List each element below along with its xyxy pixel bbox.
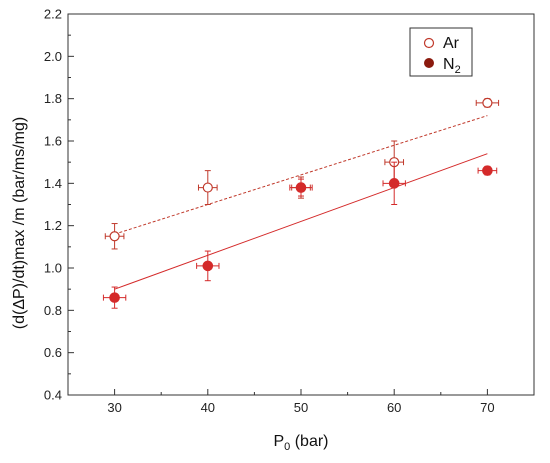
data-point-ar bbox=[109, 231, 120, 242]
x-tick-label: 40 bbox=[201, 400, 215, 415]
y-tick-label: 1.2 bbox=[44, 218, 62, 233]
legend-n2-label: N2 bbox=[443, 56, 461, 76]
series-layer bbox=[102, 97, 500, 309]
x-axis-title-subscript: 0 bbox=[284, 441, 290, 453]
data-point-ar bbox=[202, 182, 213, 193]
fit-line-ar bbox=[114, 115, 488, 235]
y-axis-title: (d(ΔP)/dt)max /m (bar/ms/mg) bbox=[11, 117, 28, 329]
y-tick-label: 1.6 bbox=[44, 134, 62, 149]
legend: Ar N2 bbox=[409, 27, 473, 77]
y-tick-label: 0.6 bbox=[44, 345, 62, 360]
y-tick-label: 0.8 bbox=[44, 303, 62, 318]
data-point-n2 bbox=[109, 292, 120, 303]
x-axis-title-suffix: (bar) bbox=[290, 433, 328, 450]
data-point-n2 bbox=[482, 165, 493, 176]
data-point-n2 bbox=[202, 260, 214, 272]
x-tick-label: 70 bbox=[480, 400, 494, 415]
fit-line-n2 bbox=[114, 153, 488, 290]
y-tick-label: 2.2 bbox=[44, 7, 62, 22]
x-tick-label: 30 bbox=[107, 400, 121, 415]
series-n2 bbox=[102, 153, 498, 309]
y-tick-label: 0.4 bbox=[44, 388, 62, 403]
legend-ar-name: Ar bbox=[443, 35, 460, 52]
y-tick-label: 1.8 bbox=[44, 91, 62, 106]
legend-n2-subscript: 2 bbox=[455, 64, 461, 76]
legend-n2-marker bbox=[424, 58, 434, 68]
y-tick-label: 1.4 bbox=[44, 176, 62, 191]
x-tick-label: 60 bbox=[387, 400, 401, 415]
x-axis-title: P0 (bar) bbox=[273, 433, 328, 453]
x-tick-label: 50 bbox=[294, 400, 308, 415]
y-tick-label: 1.0 bbox=[44, 261, 62, 276]
data-point-n2 bbox=[388, 178, 400, 189]
legend-ar-marker bbox=[423, 37, 435, 49]
legend-n2-name: N bbox=[443, 56, 455, 73]
data-point-ar bbox=[482, 97, 493, 109]
legend-box bbox=[409, 27, 473, 77]
series-ar bbox=[104, 97, 500, 250]
data-point-n2 bbox=[295, 182, 307, 193]
x-axis-title-main: P bbox=[273, 433, 284, 450]
y-tick-label: 2.0 bbox=[44, 49, 62, 64]
axes: 30 40 50 60 70 0.4 0.6 0.8 1.0 1.2 1.4 1.6 1.8 2.0 2.2 bbox=[44, 7, 535, 415]
legend-ar-label: Ar bbox=[443, 35, 460, 52]
